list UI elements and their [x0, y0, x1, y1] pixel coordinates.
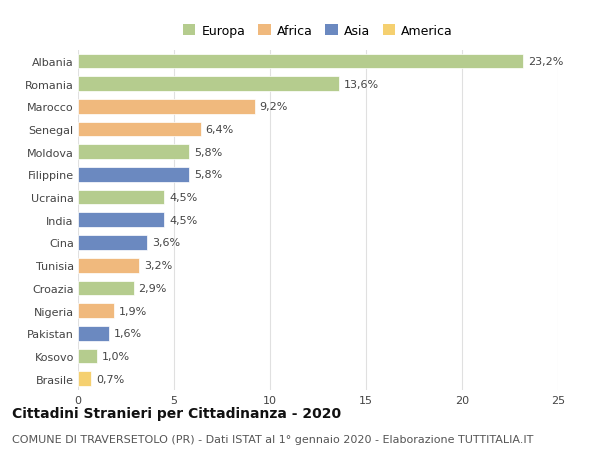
Bar — [78, 100, 254, 114]
Bar — [78, 55, 523, 69]
Text: 3,2%: 3,2% — [144, 261, 172, 271]
Text: 4,5%: 4,5% — [169, 215, 197, 225]
Bar — [78, 123, 201, 137]
Text: 3,6%: 3,6% — [152, 238, 180, 248]
Text: 1,9%: 1,9% — [119, 306, 148, 316]
Text: 0,7%: 0,7% — [96, 374, 124, 384]
Bar — [78, 235, 147, 250]
Text: 5,8%: 5,8% — [194, 170, 223, 180]
Bar — [78, 77, 339, 92]
Text: 23,2%: 23,2% — [528, 57, 563, 67]
Bar — [78, 281, 134, 296]
Bar — [78, 168, 190, 182]
Text: COMUNE DI TRAVERSETOLO (PR) - Dati ISTAT al 1° gennaio 2020 - Elaborazione TUTTI: COMUNE DI TRAVERSETOLO (PR) - Dati ISTAT… — [12, 434, 533, 444]
Text: 2,9%: 2,9% — [139, 283, 167, 293]
Bar — [78, 258, 139, 273]
Bar — [78, 371, 91, 386]
Bar — [78, 303, 115, 318]
Text: Cittadini Stranieri per Cittadinanza - 2020: Cittadini Stranieri per Cittadinanza - 2… — [12, 406, 341, 420]
Bar — [78, 190, 164, 205]
Text: 6,4%: 6,4% — [206, 125, 234, 135]
Text: 4,5%: 4,5% — [169, 193, 197, 203]
Bar — [78, 145, 190, 160]
Text: 13,6%: 13,6% — [344, 79, 379, 90]
Legend: Europa, Africa, Asia, America: Europa, Africa, Asia, America — [183, 24, 453, 38]
Text: 1,0%: 1,0% — [102, 351, 130, 361]
Bar — [78, 326, 109, 341]
Text: 5,8%: 5,8% — [194, 147, 223, 157]
Text: 9,2%: 9,2% — [259, 102, 288, 112]
Text: 1,6%: 1,6% — [113, 329, 142, 339]
Bar — [78, 349, 97, 364]
Bar — [78, 213, 164, 228]
